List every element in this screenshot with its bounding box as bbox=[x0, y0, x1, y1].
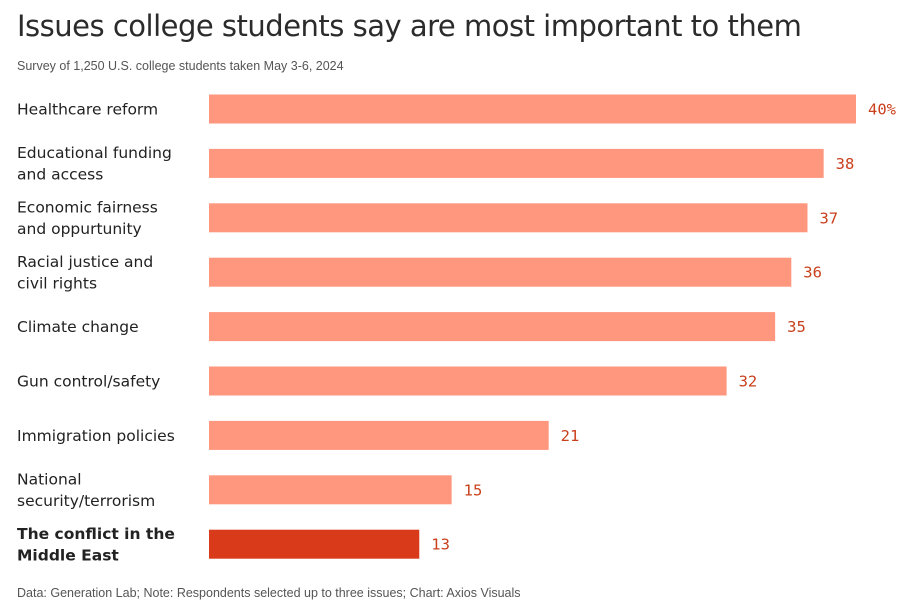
category-label-line: Immigration policies bbox=[17, 427, 175, 445]
category-label: Gun control/safety bbox=[17, 373, 160, 391]
bar bbox=[209, 257, 792, 287]
category-label-line: security/terrorism bbox=[17, 492, 155, 510]
value-label: 32 bbox=[739, 373, 758, 391]
bar bbox=[209, 94, 856, 124]
chart-title: Issues college students say are most imp… bbox=[17, 9, 802, 43]
chart-footer: Data: Generation Lab; Note: Respondents … bbox=[17, 586, 521, 600]
category-label: Racial justice and civil rights bbox=[17, 253, 153, 293]
category-label: Educational funding and access bbox=[17, 144, 172, 184]
category-label-line: Gun control/safety bbox=[17, 373, 160, 391]
chart-subtitle: Survey of 1,250 U.S. college students ta… bbox=[17, 59, 344, 73]
category-label-line: and access bbox=[17, 166, 103, 184]
category-label-line: Climate change bbox=[17, 318, 139, 336]
value-label: 37 bbox=[819, 209, 838, 227]
value-label: 21 bbox=[561, 427, 580, 445]
bar bbox=[209, 312, 776, 342]
bar bbox=[209, 148, 824, 178]
category-label-line: Middle East bbox=[17, 546, 119, 564]
category-label-line: National bbox=[17, 471, 82, 489]
category-label: Economic fairness and oppurtunity bbox=[17, 199, 158, 239]
bar bbox=[209, 203, 808, 233]
category-label-line: Economic fairness bbox=[17, 199, 158, 217]
category-label-line: and oppurtunity bbox=[17, 220, 142, 238]
value-label: 40% bbox=[868, 101, 897, 119]
value-label: 35 bbox=[787, 318, 806, 336]
category-label-line: civil rights bbox=[17, 274, 97, 292]
category-label: Immigration policies bbox=[17, 427, 175, 445]
category-label: The conflict in the Middle East bbox=[17, 525, 175, 565]
bar bbox=[209, 420, 549, 450]
category-label-line: Healthcare reform bbox=[17, 101, 158, 119]
category-label-line: Racial justice and bbox=[17, 253, 153, 271]
value-label: 15 bbox=[464, 481, 483, 499]
category-label-line: Educational funding bbox=[17, 144, 172, 162]
bar bbox=[209, 529, 420, 559]
bar bbox=[209, 475, 452, 505]
category-label-line: The conflict in the bbox=[17, 525, 175, 543]
value-label: 36 bbox=[803, 264, 822, 282]
category-label: National security/terrorism bbox=[17, 471, 155, 511]
category-label: Climate change bbox=[17, 318, 139, 336]
value-label: 13 bbox=[431, 536, 450, 554]
category-label: Healthcare reform bbox=[17, 101, 158, 119]
value-label: 38 bbox=[836, 155, 855, 173]
bar bbox=[209, 366, 727, 396]
